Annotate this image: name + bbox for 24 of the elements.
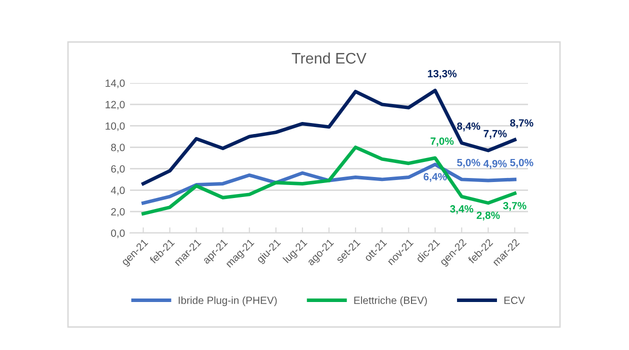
y-tick-label: 10,0 [106,122,125,131]
y-tick-label: 2,0 [111,208,125,217]
y-tick-label: 14,0 [106,80,125,88]
data-label: 3,4% [450,205,474,214]
data-label: 6,4% [424,173,447,182]
chart-title: Trend ECV [292,52,366,64]
legend-label: Elettriche (BEV) [354,296,427,306]
data-label: 5,0% [457,158,480,168]
data-label: 8,4% [457,122,480,132]
y-tick-label: 12,0 [106,100,125,110]
y-tick-label: 4,0 [110,186,125,196]
y-tick-label: 8,0 [111,144,125,152]
data-label: 7,0% [430,137,454,146]
data-label: 8,7% [510,119,534,128]
y-tick-label: 0,0 [111,230,125,238]
legend-label: ECV [504,296,525,304]
data-label: 4,9% [483,160,507,169]
y-tick-label: 6,0 [111,165,125,174]
data-label: 5,0% [510,158,534,168]
data-label: 7,7% [484,130,507,139]
data-label: 2,8% [476,212,500,220]
legend-label: Ibride Plug-in (PHEV) [178,296,277,306]
data-label: 3,7% [503,202,526,211]
data-label: 13,3% [428,70,457,79]
